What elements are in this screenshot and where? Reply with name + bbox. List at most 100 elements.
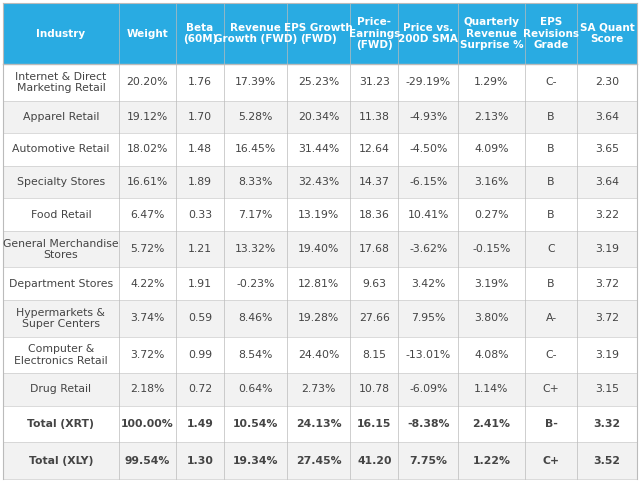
Bar <box>3 300 119 336</box>
Text: B-: B- <box>545 419 557 429</box>
Text: 3.16%: 3.16% <box>474 177 509 187</box>
Bar <box>224 198 287 231</box>
Text: Beta
(60M): Beta (60M) <box>182 23 217 44</box>
Bar <box>176 406 224 442</box>
Bar <box>176 442 224 479</box>
Text: 5.72%: 5.72% <box>130 244 164 254</box>
Text: -13.01%: -13.01% <box>406 350 451 360</box>
Bar <box>3 406 119 442</box>
Text: 3.42%: 3.42% <box>411 279 445 289</box>
Text: 25.23%: 25.23% <box>298 77 339 87</box>
Text: -8.38%: -8.38% <box>407 419 449 429</box>
Bar <box>119 231 176 268</box>
Bar <box>3 268 119 300</box>
Text: 1.29%: 1.29% <box>474 77 509 87</box>
Bar <box>119 373 176 406</box>
Bar <box>350 198 399 231</box>
Text: -4.50%: -4.50% <box>409 145 447 154</box>
Text: -0.15%: -0.15% <box>472 244 511 254</box>
Text: 0.72: 0.72 <box>188 385 212 394</box>
Text: 9.63: 9.63 <box>362 279 387 289</box>
Text: 3.32: 3.32 <box>594 419 621 429</box>
Text: 7.17%: 7.17% <box>238 210 273 220</box>
Text: 0.59: 0.59 <box>188 313 212 323</box>
Bar <box>287 133 350 166</box>
Text: 13.32%: 13.32% <box>235 244 276 254</box>
Text: Quarterly
Revenue
Surprise %: Quarterly Revenue Surprise % <box>460 17 524 50</box>
Text: Apparel Retail: Apparel Retail <box>22 112 99 122</box>
Bar <box>224 268 287 300</box>
Bar <box>3 64 119 101</box>
Bar <box>287 336 350 373</box>
Bar <box>119 133 176 166</box>
Bar <box>3 166 119 198</box>
Bar <box>287 442 350 479</box>
Text: 31.23: 31.23 <box>359 77 390 87</box>
Bar <box>3 3 119 64</box>
Text: 0.64%: 0.64% <box>238 385 273 394</box>
Text: 100.00%: 100.00% <box>121 419 173 429</box>
Bar <box>350 231 399 268</box>
Bar <box>458 231 525 268</box>
Bar <box>399 3 458 64</box>
Bar <box>458 268 525 300</box>
Text: Specialty Stores: Specialty Stores <box>17 177 105 187</box>
Bar <box>399 336 458 373</box>
Bar <box>350 442 399 479</box>
Text: 20.20%: 20.20% <box>127 77 168 87</box>
Text: 1.21: 1.21 <box>188 244 212 254</box>
Text: B: B <box>547 279 555 289</box>
Text: 19.28%: 19.28% <box>298 313 339 323</box>
Bar <box>176 3 224 64</box>
Bar <box>577 406 637 442</box>
Bar <box>399 373 458 406</box>
Bar <box>176 64 224 101</box>
Text: 1.70: 1.70 <box>188 112 212 122</box>
Text: 10.54%: 10.54% <box>233 419 278 429</box>
Bar <box>525 406 577 442</box>
Text: 3.72%: 3.72% <box>130 350 164 360</box>
Bar <box>224 300 287 336</box>
Text: Total (XRT): Total (XRT) <box>28 419 94 429</box>
Bar <box>577 166 637 198</box>
Bar <box>458 373 525 406</box>
Text: 12.81%: 12.81% <box>298 279 339 289</box>
Bar <box>399 442 458 479</box>
Bar <box>224 64 287 101</box>
Bar <box>176 166 224 198</box>
Text: 1.91: 1.91 <box>188 279 212 289</box>
Bar <box>525 336 577 373</box>
Bar <box>399 166 458 198</box>
Bar <box>399 268 458 300</box>
Bar <box>577 442 637 479</box>
Bar <box>525 133 577 166</box>
Text: 3.64: 3.64 <box>595 177 619 187</box>
Text: Drug Retail: Drug Retail <box>30 385 92 394</box>
Bar <box>458 442 525 479</box>
Text: -6.09%: -6.09% <box>409 385 447 394</box>
Text: EPS
Revisions
Grade: EPS Revisions Grade <box>523 17 579 50</box>
Bar <box>458 166 525 198</box>
Bar <box>119 336 176 373</box>
Text: 3.64: 3.64 <box>595 112 619 122</box>
Bar <box>176 373 224 406</box>
Text: 7.95%: 7.95% <box>411 313 445 323</box>
Text: -6.15%: -6.15% <box>409 177 447 187</box>
Text: 18.36: 18.36 <box>359 210 390 220</box>
Text: 99.54%: 99.54% <box>125 455 170 466</box>
Bar <box>525 166 577 198</box>
Bar <box>3 231 119 268</box>
Bar <box>458 3 525 64</box>
Bar <box>577 336 637 373</box>
Text: 1.48: 1.48 <box>188 145 212 154</box>
Bar <box>458 64 525 101</box>
Bar <box>176 268 224 300</box>
Bar <box>176 300 224 336</box>
Bar <box>577 231 637 268</box>
Bar <box>3 133 119 166</box>
Bar <box>350 373 399 406</box>
Text: 2.13%: 2.13% <box>474 112 509 122</box>
Bar <box>399 101 458 133</box>
Bar <box>399 64 458 101</box>
Bar <box>350 300 399 336</box>
